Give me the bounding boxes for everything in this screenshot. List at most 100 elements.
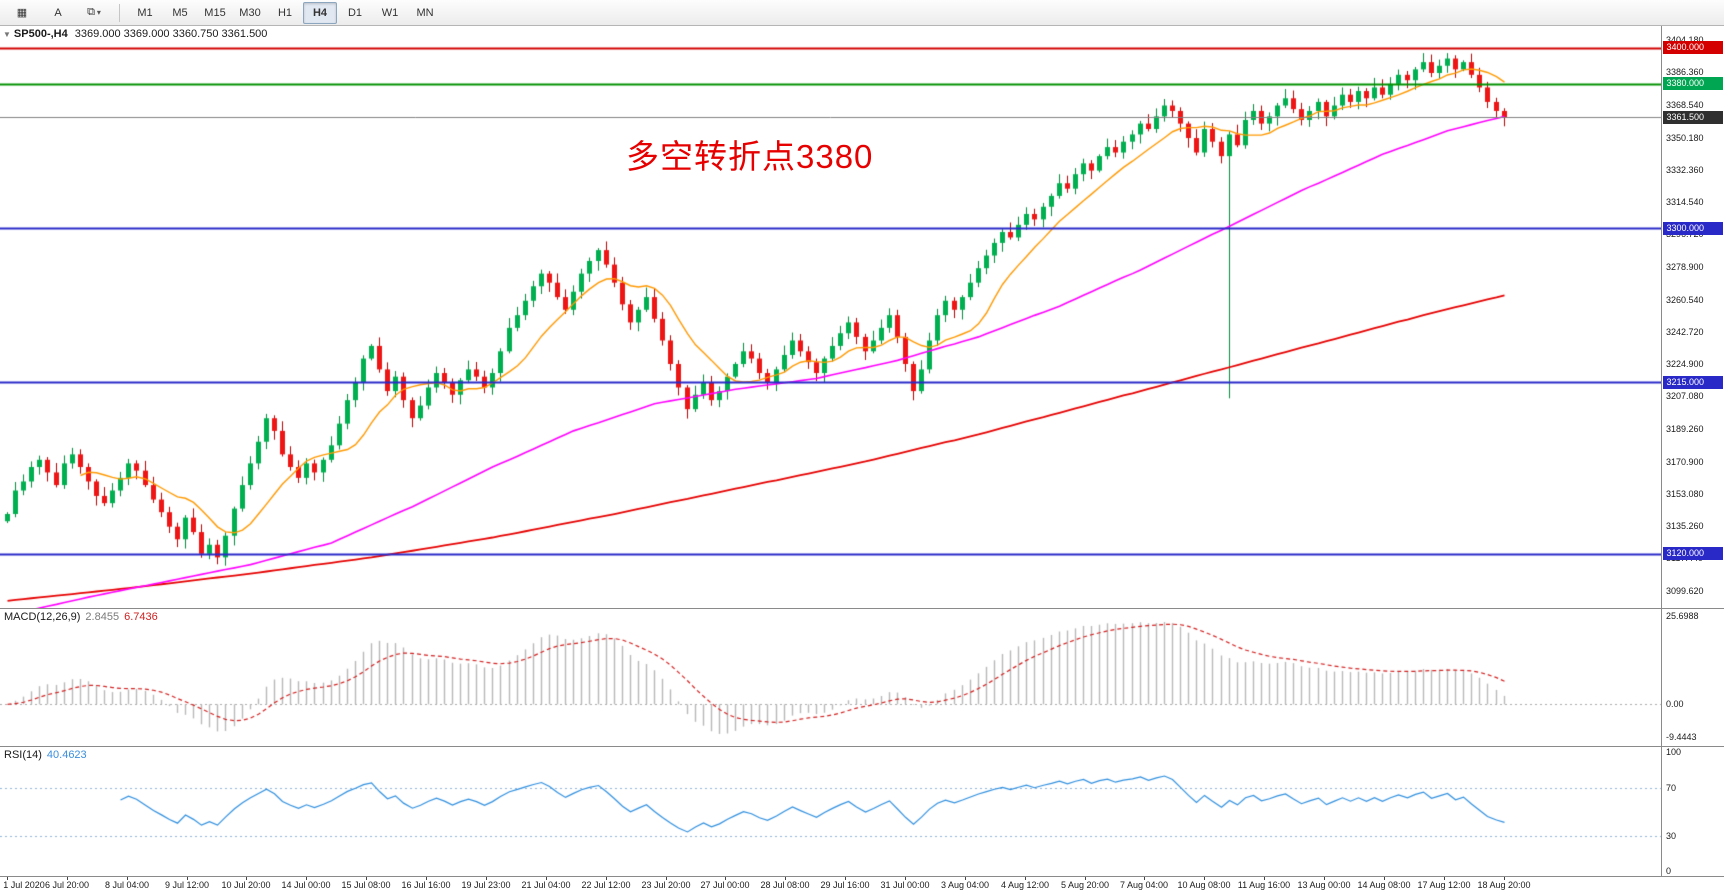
time-axis-tick xyxy=(306,877,307,880)
price-chart-canvas[interactable] xyxy=(0,26,1661,608)
time-axis-label: 14 Aug 08:00 xyxy=(1357,880,1411,890)
time-axis-tick xyxy=(845,877,846,880)
timeframe-button-w1[interactable]: W1 xyxy=(381,6,399,19)
timeframe-button-h1[interactable]: H1 xyxy=(277,6,293,19)
time-axis-tick xyxy=(546,877,547,880)
chart-title: ▼ SP500-,H4 3369.000 3369.000 3360.750 336… xyxy=(3,28,267,40)
price-tag-3380-000: 3380.000 xyxy=(1662,77,1723,91)
price-axis-tick: 3207.080 xyxy=(1666,391,1704,402)
time-axis-tick xyxy=(1264,877,1265,880)
time-axis-tick xyxy=(246,877,247,880)
time-axis-label: 13 Aug 00:00 xyxy=(1297,880,1351,890)
timeframe-button-m5[interactable]: M5 xyxy=(172,6,188,19)
collapse-arrow-icon[interactable]: ▼ xyxy=(3,30,11,39)
macd-panel: MACD(12,26,9) 2.8455 6.7436 25.6988 0.00 -9.… xyxy=(0,609,1724,747)
time-axis-label: 7 Aug 04:00 xyxy=(1119,880,1169,890)
price-axis-tick: 3135.260 xyxy=(1666,521,1704,532)
time-axis-tick xyxy=(1324,877,1325,880)
time-axis-label: 10 Jul 20:00 xyxy=(221,880,271,890)
rsi-label: RSI(14) xyxy=(4,749,42,761)
time-axis[interactable]: 1 Jul 2020 6 Jul 20:00 8 Jul 04:00 9 Jul 12… xyxy=(0,877,1724,892)
arrange-windows-icon[interactable]: ⧉ ▾ xyxy=(87,6,101,18)
time-axis-tick xyxy=(127,877,128,880)
rsi-panel: RSI(14) 40.4623 100 70 30 0 xyxy=(0,747,1724,877)
time-axis-label: 19 Jul 23:00 xyxy=(461,880,511,890)
timeframe-button-mn[interactable]: MN xyxy=(416,6,434,19)
time-axis-label: 11 Aug 16:00 xyxy=(1237,880,1291,890)
macd-canvas[interactable] xyxy=(0,609,1661,747)
price-axis-tick: 3368.540 xyxy=(1666,99,1704,110)
macd-header: MACD(12,26,9) 2.8455 6.7436 xyxy=(4,611,158,623)
time-axis-tick xyxy=(965,877,966,880)
time-axis-tick xyxy=(1444,877,1445,880)
time-axis-label: 18 Aug 20:00 xyxy=(1477,880,1531,890)
time-axis-label: 31 Jul 00:00 xyxy=(880,880,930,890)
time-axis-label: 16 Jul 16:00 xyxy=(401,880,451,890)
chart-symbol-timeframe: SP500-,H4 xyxy=(13,28,68,40)
timeframe-button-d1[interactable]: D1 xyxy=(347,6,363,19)
time-axis-tick xyxy=(67,877,68,880)
price-axis-tick: 3099.620 xyxy=(1666,585,1704,596)
time-axis-label: 22 Jul 12:00 xyxy=(581,880,631,890)
toolbar-icon-group: ▦ A ⧉ ▾ xyxy=(5,2,111,24)
time-axis-tick xyxy=(187,877,188,880)
macd-main-value: 2.8455 xyxy=(85,611,120,623)
rsi-value: 40.4623 xyxy=(46,749,87,761)
time-axis-tick xyxy=(606,877,607,880)
time-axis-tick xyxy=(725,877,726,880)
time-axis-tick xyxy=(1085,877,1086,880)
time-axis-label: 4 Aug 12:00 xyxy=(1000,880,1050,890)
time-axis-tick xyxy=(366,877,367,880)
annotation-text[interactable]: 多空转折点3380 xyxy=(626,138,874,175)
timeframe-button-h4[interactable]: H4 xyxy=(303,1,337,24)
chart-ohlc-values: 3369.000 3369.000 3360.750 3361.500 xyxy=(74,28,268,40)
macd-axis-tick: -9.4443 xyxy=(1666,731,1697,742)
time-axis-tick xyxy=(1504,877,1505,880)
rsi-canvas[interactable] xyxy=(0,747,1661,877)
timeframe-button-m15[interactable]: M15 xyxy=(204,6,226,19)
price-axis-tick: 3350.180 xyxy=(1666,132,1704,143)
time-axis-label: 29 Jul 16:00 xyxy=(820,880,870,890)
macd-axis-tick: 0.00 xyxy=(1666,699,1684,710)
macd-signal-value: 6.7436 xyxy=(124,611,158,623)
price-axis-tick: 3153.080 xyxy=(1666,488,1704,499)
price-tag-3120-000: 3120.000 xyxy=(1662,547,1723,561)
price-axis-tick: 3314.540 xyxy=(1666,197,1704,208)
time-axis-label: 1 Jul 2020 xyxy=(3,880,45,890)
price-tag-3361-500: 3361.500 xyxy=(1662,110,1723,124)
time-axis-tick xyxy=(1384,877,1385,880)
price-tag-3215-000: 3215.000 xyxy=(1662,375,1723,389)
time-axis-label: 14 Jul 00:00 xyxy=(281,880,331,890)
timeframe-button-m1[interactable]: M1 xyxy=(137,6,153,19)
macd-label: MACD(12,26,9) xyxy=(4,611,81,623)
time-axis-label: 10 Aug 08:00 xyxy=(1177,880,1231,890)
time-axis-label: 8 Jul 04:00 xyxy=(104,880,150,890)
time-axis-label: 6 Jul 20:00 xyxy=(44,880,90,890)
price-axis[interactable] xyxy=(1662,26,1724,877)
time-axis-tick xyxy=(905,877,906,880)
price-axis-tick: 3242.720 xyxy=(1666,326,1704,337)
time-axis-label: 3 Aug 04:00 xyxy=(940,880,990,890)
axis-separator xyxy=(1661,26,1662,877)
rsi-axis-tick: 0 xyxy=(1666,866,1672,876)
chart-area: ▼ SP500-,H4 3369.000 3369.000 3360.750 336… xyxy=(0,26,1724,892)
time-axis-label: 17 Aug 12:00 xyxy=(1417,880,1471,890)
time-axis-tick xyxy=(486,877,487,880)
time-axis-tick xyxy=(1144,877,1145,880)
text-annotation-icon[interactable]: A xyxy=(54,6,62,19)
toolbar: ▦ A ⧉ ▾ M1 M5 M15 M30 H1 H4 D1 W1 MN xyxy=(0,0,1724,26)
timeframe-button-m30[interactable]: M30 xyxy=(239,6,261,19)
macd-axis-tick: 25.6988 xyxy=(1666,610,1699,621)
timeframe-button-group: M1 M5 M15 M30 H1 H4 D1 W1 MN xyxy=(128,1,442,24)
time-axis-label: 9 Jul 12:00 xyxy=(164,880,210,890)
time-axis-tick xyxy=(785,877,786,880)
time-axis-tick xyxy=(1025,877,1026,880)
price-tag-3400-000: 3400.000 xyxy=(1662,41,1723,55)
chart-window-icon[interactable]: ▦ xyxy=(16,7,28,19)
main-chart-panel: ▼ SP500-,H4 3369.000 3369.000 3360.750 336… xyxy=(0,26,1724,609)
price-axis-tick: 3260.540 xyxy=(1666,294,1704,305)
price-axis-tick: 3278.900 xyxy=(1666,261,1704,272)
rsi-axis-tick: 100 xyxy=(1666,747,1682,757)
price-axis-tick: 3170.900 xyxy=(1666,456,1704,467)
time-axis-tick xyxy=(7,877,8,880)
